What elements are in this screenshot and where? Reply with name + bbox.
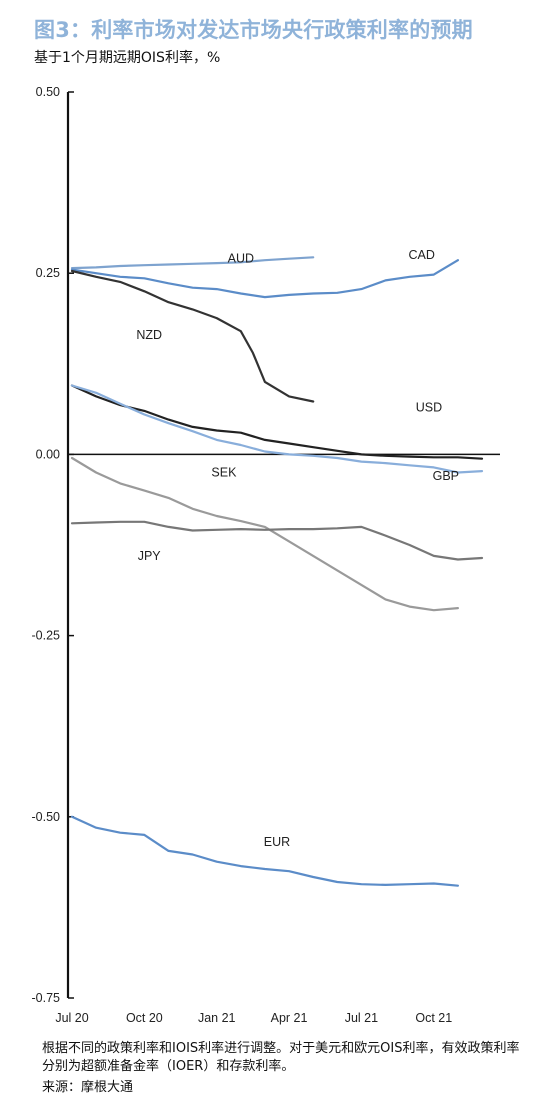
chart-subtitle: 基于1个月期远期OIS利率，%: [34, 50, 221, 66]
x-tick-label: Oct 20: [126, 1011, 163, 1025]
y-tick-label: 0.25: [36, 266, 60, 280]
y-tick-label: -0.25: [32, 629, 61, 643]
series-line-nzd: [70, 269, 315, 403]
x-tick-label: Jan 21: [198, 1011, 236, 1025]
x-tick-label: Apr 21: [271, 1011, 308, 1025]
y-tick-label: 0.00: [36, 447, 60, 461]
series-label-sek: SEK: [211, 466, 237, 480]
x-tick-label: Jul 20: [55, 1011, 88, 1025]
series-label-cad: CAD: [409, 248, 435, 262]
series-label-jpy: JPY: [138, 549, 162, 563]
series-label-nzd: NZD: [136, 328, 162, 342]
x-tick-label: Jul 21: [345, 1011, 378, 1025]
series-line-aud: [70, 256, 315, 270]
series-line-usd: [70, 384, 484, 460]
series-label-gbp: GBP: [433, 469, 459, 483]
series-line-cad: [70, 259, 459, 299]
chart-footnote: 根据不同的政策利率和IOIS利率进行调整。对于美元和欧元OIS利率，有效政策利率…: [42, 1041, 520, 1074]
chart-source: 来源：摩根大通: [42, 1080, 134, 1095]
series-line-gbp: [70, 384, 484, 474]
y-tick-label: -0.75: [32, 991, 61, 1005]
series-line-jpy: [70, 520, 484, 561]
y-tick-label: 0.50: [36, 85, 60, 99]
y-tick-label: -0.50: [32, 810, 61, 824]
series-label-usd: USD: [416, 400, 442, 414]
x-tick-label: Oct 21: [415, 1011, 452, 1025]
series-line-eur: [70, 815, 459, 887]
chart-title: 图3：利率市场对发达市场央行政策利率的预期: [34, 18, 473, 42]
line-chart: 0.50 0.25 0.00 -0.25 -0.50 -0.75 Jul 20 Oct 20…: [32, 85, 500, 1025]
series-line-sek: [70, 456, 459, 612]
series-label-aud: AUD: [228, 252, 254, 266]
series-label-eur: EUR: [264, 835, 290, 849]
